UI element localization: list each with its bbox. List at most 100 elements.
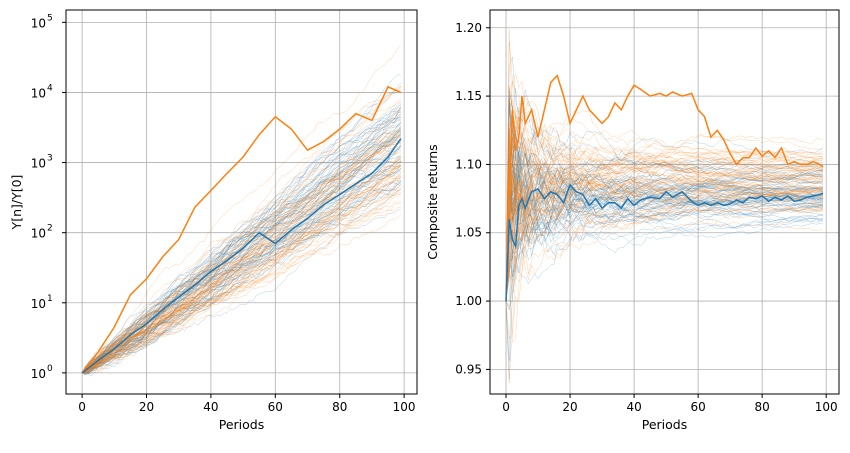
y-tick-label: 1.15	[455, 89, 482, 103]
y-tick-label-base: 10	[31, 227, 46, 241]
ensemble-path-blue	[505, 151, 823, 302]
ensemble-path-blue	[505, 165, 824, 302]
ensemble-path-orange	[82, 175, 402, 374]
ensemble-path-orange	[505, 143, 824, 302]
ensemble-path-orange	[505, 138, 824, 302]
ensemble-path-orange	[81, 214, 402, 374]
ensemble-path-orange	[81, 136, 402, 374]
ensemble-path-blue	[505, 98, 824, 302]
ensemble-path-blue	[81, 155, 402, 374]
x-tick-label: 80	[332, 400, 347, 414]
ensemble-path-blue	[81, 140, 402, 374]
ensemble-path-blue	[82, 155, 402, 374]
ensemble-path-blue	[505, 159, 824, 302]
ensemble-path-blue	[505, 168, 824, 302]
ensemble-path-orange	[505, 99, 824, 302]
x-axis-label: Periods	[219, 417, 265, 432]
ensemble-path-blue	[505, 104, 824, 302]
ensemble-path-blue	[82, 134, 402, 374]
ensemble-path-orange	[81, 192, 401, 374]
ensemble-path-blue	[505, 112, 824, 302]
ensemble-path-blue	[81, 109, 402, 374]
ensemble-path-orange	[505, 150, 824, 302]
ensemble-path-blue	[505, 178, 823, 302]
y-tick-label: 1.05	[455, 226, 482, 240]
ensemble-path-orange	[505, 149, 824, 302]
ensemble-path-orange	[81, 188, 402, 374]
x-tick-label: 20	[139, 400, 154, 414]
ensemble-path-orange	[505, 109, 824, 302]
ensemble-path-blue	[505, 166, 824, 302]
ensemble-path-orange	[505, 145, 824, 302]
ensemble-path-orange	[81, 194, 401, 374]
ensemble-path-blue	[81, 107, 402, 374]
ensemble-path-blue	[81, 175, 401, 374]
right-chart-panel: 0 20 40 60 80 100 0.95 1.00 1.05 1.10 1.15 1.20 Peri…	[425, 9, 840, 432]
ensemble-path-blue	[81, 142, 401, 374]
ensemble-path-blue	[81, 82, 402, 374]
ensemble-path-blue	[505, 100, 824, 302]
ensemble-path-orange	[505, 157, 824, 302]
ensemble-path-orange	[505, 29, 824, 302]
ensemble-path-blue	[81, 117, 401, 374]
ensemble-path-blue	[81, 180, 402, 376]
ensemble-path-blue	[505, 182, 824, 302]
ensemble-path-blue	[505, 131, 824, 302]
ensemble-path-orange	[505, 150, 824, 302]
ensemble-path-orange	[81, 161, 401, 374]
ensemble-path-orange	[81, 149, 402, 374]
x-tick-label: 100	[393, 400, 416, 414]
ensemble-path-blue	[505, 146, 824, 302]
ensemble-path-blue	[82, 121, 402, 374]
y-tick-label-exponent: 0	[47, 364, 53, 374]
ensemble-path-blue	[505, 90, 824, 302]
ensemble-path-orange	[81, 134, 401, 374]
x-tick-label: 0	[502, 400, 510, 414]
ensemble-path-blue	[82, 121, 402, 374]
ensemble-path-blue	[81, 180, 401, 374]
x-axis-label: Periods	[642, 417, 688, 432]
ensemble-path-blue	[505, 169, 824, 302]
ensemble-path-orange	[81, 187, 402, 374]
ensemble-path-blue	[81, 164, 401, 374]
ensemble-path-orange	[82, 175, 402, 374]
ensemble-path-blue	[81, 180, 402, 374]
y-tick-label-base: 10	[31, 367, 46, 381]
ensemble-path-orange	[81, 166, 402, 374]
ensemble-path-blue	[505, 97, 824, 302]
axes-frame	[65, 9, 418, 395]
ensemble-path-blue	[81, 113, 402, 374]
ensemble-path-blue	[81, 125, 402, 374]
ensemble-path-blue	[505, 170, 824, 302]
ensemble-path-orange	[505, 134, 824, 302]
x-tick-label: 40	[626, 400, 641, 414]
ensemble-path-blue	[505, 166, 824, 302]
ensemble-path-blue	[82, 130, 401, 374]
ensemble-path-blue	[82, 169, 402, 374]
y-axis-label: Composite returns	[425, 144, 440, 259]
ensemble-path-blue	[81, 119, 401, 374]
ensemble-path-blue	[81, 163, 402, 374]
ensemble-path-blue	[505, 175, 824, 302]
ensemble-path-orange	[505, 200, 824, 302]
y-tick-label-base: 10	[31, 157, 46, 171]
ensemble-path-blue	[81, 131, 402, 374]
y-tick-label-exponent: 1	[47, 294, 53, 304]
ensemble-path-orange	[81, 184, 402, 374]
ensemble-path-orange	[505, 147, 824, 302]
ensemble-path-blue	[81, 176, 402, 374]
ensemble-path-orange	[505, 170, 824, 302]
ensemble-path-orange	[82, 112, 402, 374]
ensemble-path-blue	[505, 193, 824, 361]
ensemble-path-orange	[81, 107, 402, 374]
ensemble-path-orange	[81, 164, 402, 374]
ensemble-path-orange	[505, 181, 824, 302]
x-tick-label: 80	[755, 400, 770, 414]
ensemble-path-orange	[81, 160, 402, 374]
ensemble-path-blue	[505, 156, 824, 302]
ensemble-path-orange	[81, 192, 402, 374]
ensemble-path-orange	[505, 205, 824, 302]
ensemble-path-orange	[505, 109, 824, 302]
